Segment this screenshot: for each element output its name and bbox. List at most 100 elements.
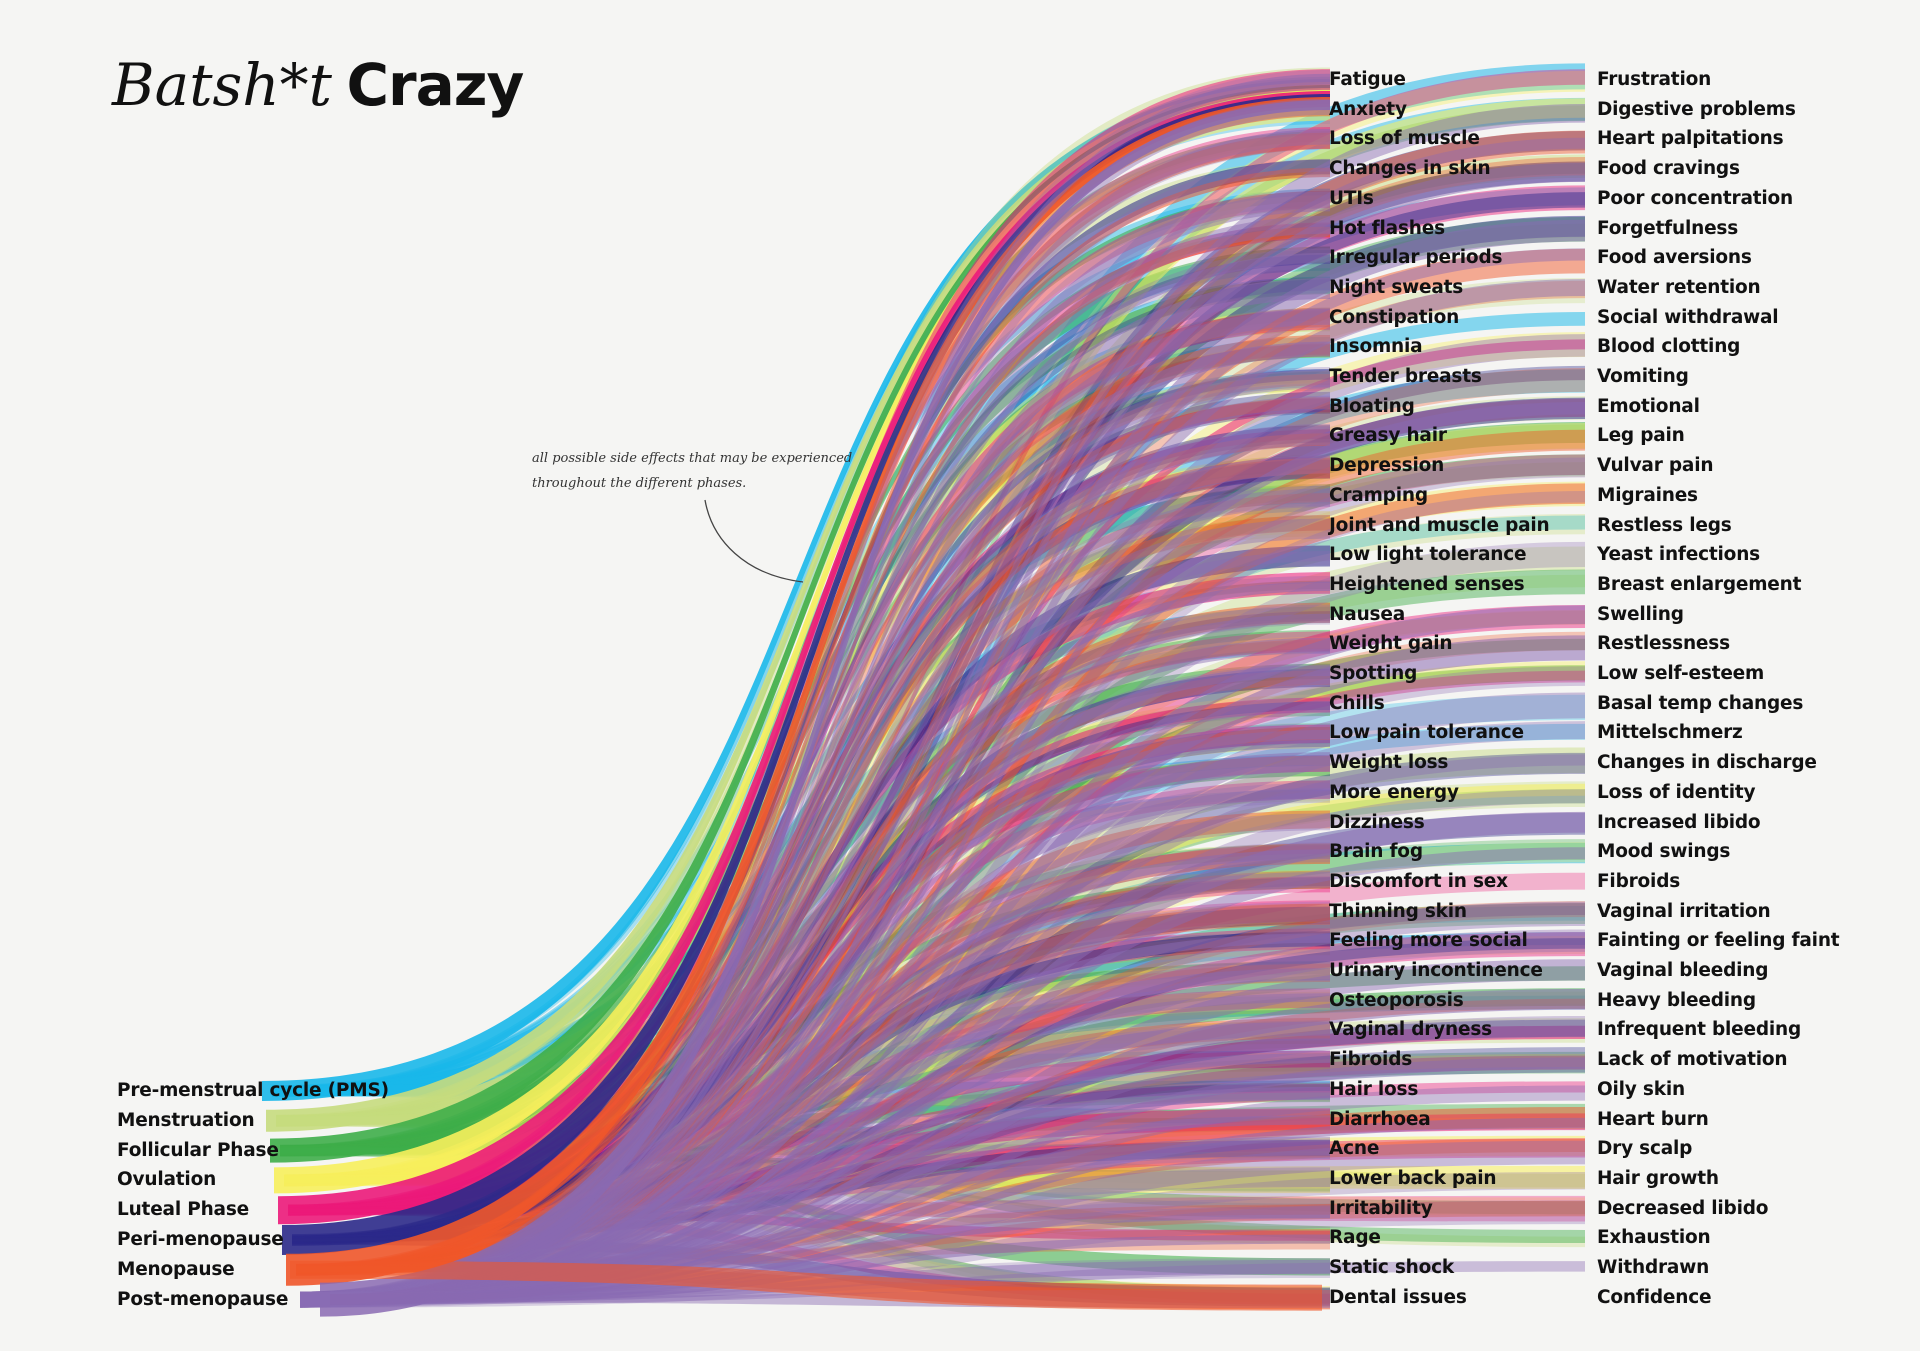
- symptom-ribbon: [272, 97, 1585, 1093]
- symptom-label: Basal temp changes: [1597, 692, 1804, 714]
- symptom-label: Lower back pain: [1329, 1167, 1497, 1189]
- symptom-ribbon: [296, 639, 1330, 1272]
- symptom-ribbon: [292, 161, 1585, 1245]
- symptom-ribbon: [330, 1140, 1585, 1304]
- symptom-ribbon: [276, 666, 1585, 1124]
- symptom-ribbon: [272, 754, 1330, 1094]
- symptom-ribbon: [300, 604, 1330, 1308]
- symptom-label: Poor concentration: [1597, 187, 1793, 209]
- symptom-ribbon: [272, 311, 1585, 1097]
- symptom-ribbon: [330, 754, 1585, 1305]
- symptom-ribbon: [284, 903, 1330, 1187]
- symptom-label: Static shock: [1329, 1257, 1455, 1278]
- symptom-label: Frustration: [1597, 69, 1712, 90]
- symptom-label: Discomfort in sex: [1329, 870, 1508, 892]
- symptom-label: Dizziness: [1329, 811, 1425, 833]
- symptom-ribbon: [292, 425, 1330, 1244]
- ribbon-layer: [262, 63, 1585, 1317]
- annotation-note: all possible side effects that may be ex…: [532, 451, 853, 491]
- symptom-ribbon: [330, 637, 1330, 1303]
- phase-label: Peri-menopause: [117, 1229, 284, 1250]
- symptom-ribbon: [330, 158, 1330, 1303]
- symptom-ribbon: [330, 813, 1330, 1305]
- symptom-ribbon: [296, 727, 1330, 1276]
- symptom-ribbon: [280, 457, 1330, 1154]
- symptom-label: Dental issues: [1329, 1286, 1467, 1308]
- symptom-ribbon: [296, 167, 1330, 1276]
- symptom-ribbon: [330, 454, 1330, 1305]
- symptom-ribbon: [288, 339, 1585, 1215]
- symptom-ribbon: [284, 332, 1585, 1183]
- symptom-ribbon: [330, 1085, 1585, 1302]
- title-italic: Batsh*t: [112, 51, 332, 119]
- symptom-ribbon: [288, 845, 1330, 1216]
- symptom-ribbon: [284, 661, 1585, 1183]
- symptom-ribbon: [296, 998, 1585, 1275]
- symptom-ribbon: [330, 401, 1585, 1303]
- symptom-label: Vaginal bleeding: [1597, 960, 1769, 981]
- symptom-ribbon: [330, 666, 1585, 1305]
- symptom-ribbon: [296, 307, 1330, 1274]
- symptom-ribbon: [288, 456, 1330, 1214]
- symptom-ribbon: [296, 515, 1330, 1273]
- symptom-ribbon: [300, 1079, 1330, 1308]
- symptom-ribbon: [296, 130, 1585, 1273]
- symptom-ribbon: [330, 605, 1585, 1303]
- symptom-label: Lack of motivation: [1597, 1049, 1788, 1071]
- symptom-label: Constipation: [1329, 306, 1460, 328]
- symptom-ribbon: [296, 132, 1330, 1274]
- symptom-ribbon: [296, 1138, 1585, 1274]
- symptom-label: Urinary incontinence: [1329, 960, 1543, 981]
- symptom-label: Increased libido: [1597, 811, 1761, 833]
- symptom-ribbon: [300, 367, 1330, 1308]
- symptom-ribbon: [292, 369, 1330, 1243]
- symptom-ribbon: [276, 755, 1330, 1126]
- symptom-ribbon: [330, 334, 1585, 1303]
- symptom-label: Low self-esteem: [1597, 663, 1765, 684]
- symptom-ribbon: [330, 929, 1585, 1304]
- symptom-label: Blood clotting: [1597, 336, 1741, 358]
- phase-label: Menstruation: [117, 1109, 255, 1131]
- symptom-ribbon: [330, 491, 1585, 1304]
- phase-ribbon: [266, 82, 1330, 1132]
- symptom-label: Thinning skin: [1329, 900, 1467, 922]
- symptom-ribbon: [330, 1057, 1585, 1303]
- symptom-label: Loss of muscle: [1329, 128, 1480, 150]
- symptom-label: Heart burn: [1597, 1108, 1709, 1130]
- symptom-ribbon: [292, 397, 1585, 1244]
- symptom-ribbon: [296, 493, 1330, 1276]
- symptom-ribbon: [288, 69, 1330, 1213]
- symptom-ribbon: [288, 780, 1330, 1216]
- symptom-ribbon: [330, 1086, 1330, 1305]
- symptom-ribbon: [300, 248, 1330, 1308]
- symptom-label: Dry scalp: [1597, 1138, 1693, 1160]
- symptom-label: Swelling: [1597, 603, 1684, 625]
- symptom-label: Food cravings: [1597, 158, 1740, 180]
- symptom-label: Exhaustion: [1597, 1227, 1711, 1249]
- symptom-ribbon: [292, 1019, 1585, 1243]
- phase-label: Pre-menstrual cycle (PMS): [117, 1080, 389, 1101]
- symptom-label: Hot flashes: [1329, 217, 1445, 239]
- phase-label: Luteal Phase: [117, 1199, 249, 1221]
- symptom-ribbon: [288, 185, 1585, 1215]
- symptom-ribbon: [330, 252, 1330, 1305]
- symptom-ribbon: [330, 811, 1585, 1306]
- symptom-ribbon: [330, 98, 1330, 1304]
- symptom-ribbon: [330, 457, 1585, 1303]
- symptom-label: Low pain tolerance: [1329, 722, 1524, 744]
- phase-label: Ovulation: [117, 1169, 217, 1191]
- symptom-ribbon: [296, 1200, 1585, 1273]
- symptom-ribbon: [330, 191, 1330, 1305]
- symptom-label: Oily skin: [1597, 1078, 1685, 1100]
- symptom-ribbon: [280, 1051, 1585, 1155]
- symptom-ribbon: [330, 701, 1330, 1303]
- symptom-ribbon: [300, 188, 1330, 1308]
- symptom-ribbon: [296, 631, 1585, 1273]
- symptom-label: Restlessness: [1597, 633, 1730, 655]
- symptom-ribbon: [296, 429, 1585, 1273]
- symptom-label: Rage: [1329, 1227, 1381, 1249]
- symptom-ribbon: [330, 959, 1585, 1302]
- symptom-ribbon: [292, 130, 1585, 1244]
